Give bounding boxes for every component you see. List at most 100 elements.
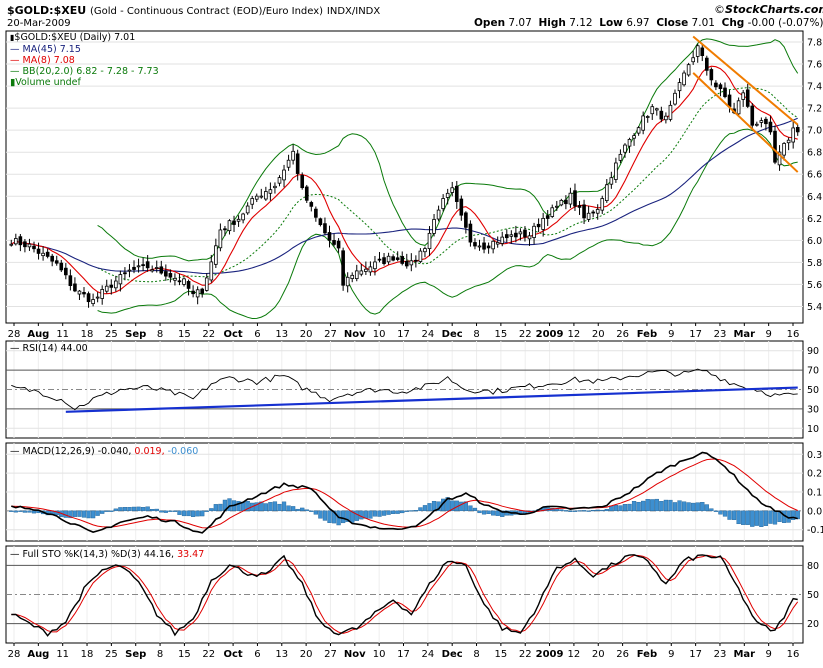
x-tick-label: 10 bbox=[373, 649, 386, 660]
price-tick-label: 7.8 bbox=[807, 38, 822, 49]
macd-histogram-bar bbox=[795, 510, 800, 520]
candle-body bbox=[227, 220, 232, 232]
x-tick-label: 28 bbox=[8, 329, 21, 340]
symbol-description: (Gold - Continuous Contract (EOD)/Euro I… bbox=[90, 6, 324, 17]
x-tick-label: 8 bbox=[157, 329, 163, 340]
candle-body bbox=[704, 57, 709, 71]
x-tick-label: 26 bbox=[616, 329, 629, 340]
candle-body bbox=[64, 267, 68, 276]
candle-body bbox=[782, 143, 786, 156]
candle-body bbox=[464, 212, 468, 228]
macd-histogram-bar bbox=[340, 510, 346, 524]
candle-body bbox=[514, 232, 518, 238]
candle-body bbox=[777, 151, 782, 166]
macd-histogram-bar bbox=[559, 509, 564, 512]
candle-body bbox=[318, 218, 323, 226]
macd-histogram-bar bbox=[86, 510, 91, 519]
macd-histogram-bar bbox=[122, 507, 128, 512]
macd-histogram-bar bbox=[650, 499, 655, 512]
x-tick-label: Dec bbox=[442, 329, 463, 340]
x-tick-label: 11 bbox=[56, 649, 69, 660]
macd-histogram-bar bbox=[491, 510, 496, 516]
x-tick-label: 6 bbox=[254, 649, 260, 660]
macd-histogram-bar bbox=[31, 510, 37, 514]
bb-lower-line bbox=[97, 128, 798, 320]
macd-histogram-bar bbox=[277, 503, 282, 512]
candle-body bbox=[14, 238, 18, 245]
candle-body bbox=[414, 259, 418, 262]
macd-histogram-bar bbox=[563, 510, 569, 512]
candle-body bbox=[209, 261, 214, 281]
candle-body bbox=[536, 223, 541, 228]
macd-histogram-bar bbox=[272, 501, 278, 512]
macd-histogram-bar bbox=[631, 501, 637, 512]
candle-body bbox=[714, 82, 718, 88]
macd-histogram-bar bbox=[677, 500, 682, 512]
volume-legend: ▮Volume undef bbox=[10, 77, 81, 88]
bb-mid-line bbox=[97, 87, 798, 283]
price-tick-label: 6.2 bbox=[807, 214, 822, 225]
candle-body bbox=[223, 228, 227, 231]
candle-body bbox=[791, 127, 795, 143]
macd-histogram-bar bbox=[227, 498, 232, 512]
x-tick-label: 20 bbox=[300, 329, 313, 340]
x-tick-label: 13 bbox=[275, 649, 288, 660]
brand-logo[interactable]: ©StockCharts.com bbox=[714, 3, 823, 16]
macd-histogram-bar bbox=[159, 510, 164, 513]
candle-body bbox=[532, 225, 536, 238]
macd-histogram-bar bbox=[200, 510, 205, 517]
candle-body bbox=[432, 219, 436, 234]
macd-histogram-bar bbox=[386, 510, 391, 515]
candle-body bbox=[609, 177, 614, 185]
price-legend: ▮$GOLD:$XEU (Daily) 7.01 bbox=[10, 32, 136, 43]
candle-body bbox=[254, 195, 259, 200]
candle-body bbox=[95, 296, 100, 299]
macd-histogram-bar bbox=[195, 510, 200, 517]
macd-histogram-bar bbox=[636, 501, 641, 512]
candle-body bbox=[518, 231, 523, 235]
macd-histogram-bar bbox=[495, 510, 500, 516]
x-tick-label: 8 bbox=[473, 649, 479, 660]
candle-body bbox=[327, 232, 332, 241]
x-tick-label: 10 bbox=[373, 329, 386, 340]
x-tick-label: 25 bbox=[105, 649, 118, 660]
rsi-tick-label: 70 bbox=[807, 366, 819, 377]
candle-body bbox=[127, 269, 132, 272]
macd-histogram-bar bbox=[727, 510, 732, 520]
macd-histogram-bar bbox=[313, 510, 318, 515]
candle-body bbox=[577, 205, 582, 208]
candle-body bbox=[755, 123, 759, 126]
x-tick-label: 18 bbox=[81, 649, 94, 660]
candle-body bbox=[768, 121, 773, 133]
x-tick-label: 27 bbox=[324, 329, 337, 340]
candle-body bbox=[18, 236, 23, 246]
candle-body bbox=[200, 288, 205, 294]
macd-histogram-bar bbox=[500, 510, 505, 517]
candle-body bbox=[354, 270, 359, 280]
candle-body bbox=[191, 290, 195, 295]
macd-histogram-bar bbox=[422, 505, 428, 512]
macd-histogram-bar bbox=[354, 510, 359, 521]
candle-body bbox=[645, 116, 650, 118]
macd-histogram-bar bbox=[713, 510, 719, 512]
x-tick-label: 17 bbox=[689, 649, 702, 660]
candle-body bbox=[486, 245, 491, 249]
x-tick-label: Dec bbox=[442, 649, 463, 660]
price-tick-label: 6.0 bbox=[807, 236, 822, 247]
macd-histogram-bar bbox=[345, 510, 350, 522]
x-tick-label: Feb bbox=[637, 329, 657, 340]
x-tick-label: 9 bbox=[765, 329, 771, 340]
candle-body bbox=[341, 250, 345, 286]
macd-histogram-bar bbox=[604, 509, 609, 512]
macd-histogram-bar bbox=[113, 508, 118, 512]
macd-histogram-bar bbox=[668, 499, 673, 512]
macd-histogram-bar bbox=[459, 501, 464, 512]
chart-title: $GOLD:$XEU (Gold - Continuous Contract (… bbox=[7, 4, 380, 17]
candle-body bbox=[409, 260, 414, 266]
macd-tick-label: 0.1 bbox=[807, 488, 822, 499]
candle-body bbox=[604, 184, 609, 201]
macd-histogram-bar bbox=[286, 505, 291, 512]
x-tick-label: 17 bbox=[397, 329, 410, 340]
macd-histogram-bar bbox=[700, 502, 705, 512]
candle-body bbox=[454, 185, 459, 202]
